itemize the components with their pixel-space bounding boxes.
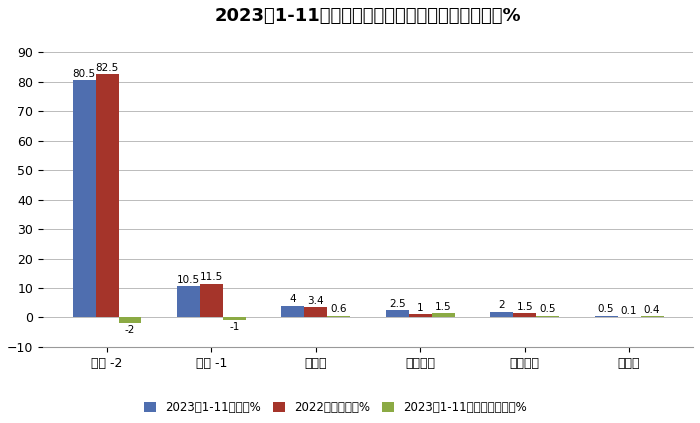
Text: 0.4: 0.4 xyxy=(644,305,660,315)
Title: 2023年1-11月各类动力冷藏车占比及占比同比增减%: 2023年1-11月各类动力冷藏车占比及占比同比增减% xyxy=(215,7,522,25)
Text: -1: -1 xyxy=(229,322,239,332)
Text: 2: 2 xyxy=(498,300,505,310)
Text: 1.5: 1.5 xyxy=(435,302,452,311)
Bar xyxy=(536,316,559,317)
Text: 82.5: 82.5 xyxy=(95,63,119,73)
Text: 4: 4 xyxy=(290,294,296,304)
Bar xyxy=(281,306,304,317)
Text: 3.4: 3.4 xyxy=(307,296,324,306)
Bar xyxy=(223,317,246,320)
Bar xyxy=(513,313,536,317)
Text: 11.5: 11.5 xyxy=(199,272,223,282)
Bar xyxy=(594,316,617,317)
Text: 1: 1 xyxy=(417,303,424,313)
Text: 0.5: 0.5 xyxy=(540,305,556,314)
Bar xyxy=(304,308,328,317)
Text: 10.5: 10.5 xyxy=(177,275,200,285)
Bar xyxy=(328,316,350,317)
Bar xyxy=(200,283,223,317)
Bar xyxy=(490,311,513,317)
Text: 0.6: 0.6 xyxy=(330,304,347,314)
Bar xyxy=(640,316,664,317)
Bar xyxy=(386,310,409,317)
Text: 80.5: 80.5 xyxy=(73,69,96,79)
Bar xyxy=(432,313,455,317)
Legend: 2023年1-11月占比%, 2022年同期占比%, 2023年1-11月占比同比增减%: 2023年1-11月占比%, 2022年同期占比%, 2023年1-11月占比同… xyxy=(139,396,532,418)
Bar xyxy=(409,314,432,317)
Text: -2: -2 xyxy=(125,325,135,335)
Text: 1.5: 1.5 xyxy=(517,302,533,311)
Text: 0.5: 0.5 xyxy=(598,305,615,314)
Bar xyxy=(96,74,118,317)
Text: 2.5: 2.5 xyxy=(389,299,405,308)
Bar xyxy=(177,286,200,317)
Bar xyxy=(118,317,141,323)
Bar xyxy=(73,80,96,317)
Text: 0.1: 0.1 xyxy=(621,306,637,316)
